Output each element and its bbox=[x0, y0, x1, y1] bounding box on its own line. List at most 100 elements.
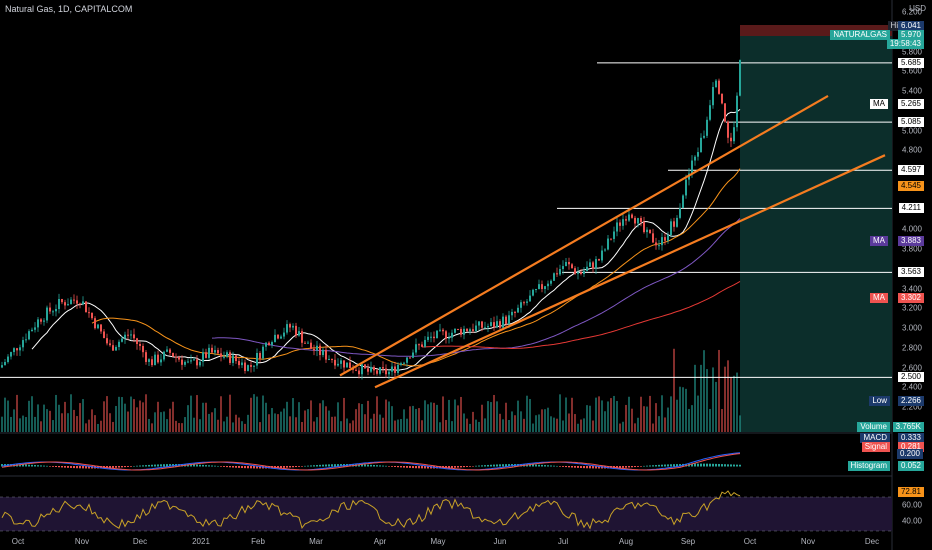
candle-body bbox=[196, 359, 198, 366]
volume-bar bbox=[280, 411, 282, 432]
candle-body bbox=[565, 261, 567, 267]
macd-histogram-bar bbox=[364, 464, 366, 467]
volume-bar bbox=[718, 349, 720, 432]
candle-body bbox=[292, 325, 294, 328]
candle-body bbox=[469, 329, 471, 332]
candle-body bbox=[388, 371, 390, 375]
candle-body bbox=[421, 344, 423, 347]
volume-bar bbox=[694, 364, 696, 432]
macd-histogram-bar bbox=[559, 466, 561, 467]
volume-bar bbox=[238, 417, 240, 432]
macd-histogram-bar bbox=[511, 464, 513, 467]
volume-bar bbox=[460, 396, 462, 432]
candle-body bbox=[358, 370, 360, 375]
volume-bar bbox=[325, 406, 327, 432]
volume-bar bbox=[28, 400, 30, 432]
macd-histogram-bar bbox=[733, 464, 735, 467]
volume-bar bbox=[34, 416, 36, 432]
horizontal-levels bbox=[0, 62, 892, 378]
volume-bar bbox=[112, 421, 114, 432]
volume-bar bbox=[145, 394, 147, 432]
candle-body bbox=[256, 353, 258, 366]
level-tag: 4.211 bbox=[898, 203, 924, 214]
macd-histogram-bar bbox=[340, 464, 342, 467]
volume-bar bbox=[538, 414, 540, 432]
volume-bars bbox=[1, 348, 741, 432]
candle-body bbox=[211, 347, 213, 353]
candle-body bbox=[370, 366, 372, 372]
macd-histogram-bar bbox=[520, 464, 522, 467]
volume-bar bbox=[457, 405, 459, 432]
macd-histogram-bar bbox=[82, 466, 84, 469]
volume-bar bbox=[562, 420, 564, 432]
candle-body bbox=[106, 338, 108, 344]
volume-bar bbox=[55, 394, 57, 432]
candle-body bbox=[232, 355, 234, 363]
candle-body bbox=[241, 362, 243, 366]
candle-body bbox=[61, 298, 63, 303]
volume-bar bbox=[376, 396, 378, 432]
macd-histogram-bar bbox=[430, 466, 432, 469]
macd-histogram-bar bbox=[376, 465, 378, 467]
price-tick: 5.000 bbox=[901, 126, 922, 135]
price-tick: 5.600 bbox=[901, 66, 922, 76]
ma-long-value: 3.302 bbox=[897, 293, 924, 303]
macd-histogram-bar bbox=[676, 464, 678, 467]
volume-bar bbox=[97, 423, 99, 432]
volume-bar bbox=[640, 396, 642, 432]
volume-bar bbox=[577, 423, 579, 432]
macd-histogram-bar bbox=[421, 466, 423, 469]
candle-body bbox=[499, 321, 501, 328]
volume-bar bbox=[442, 396, 444, 432]
candle-body bbox=[55, 308, 57, 312]
candles bbox=[1, 59, 741, 380]
macd-histogram-bar bbox=[166, 464, 168, 467]
candle-body bbox=[538, 284, 540, 289]
macd-histogram-bar bbox=[595, 466, 597, 469]
macd-histogram-bar bbox=[319, 464, 321, 467]
volume-bar bbox=[439, 422, 441, 432]
candle-body bbox=[550, 280, 552, 284]
candle-body bbox=[13, 348, 15, 353]
macd-histogram-bar bbox=[148, 464, 150, 467]
macd-histogram-bar bbox=[370, 464, 372, 467]
candle-body bbox=[736, 95, 738, 128]
volume-bar bbox=[265, 402, 267, 432]
candle-body bbox=[343, 360, 345, 368]
volume-bar bbox=[133, 399, 135, 432]
candle-body bbox=[442, 329, 444, 332]
candle-body bbox=[235, 355, 237, 362]
macd-histogram-bar bbox=[19, 464, 21, 467]
macd-histogram-bar bbox=[619, 466, 621, 468]
macd-histogram-bar bbox=[37, 465, 39, 467]
time-tick: 2021 bbox=[192, 537, 210, 546]
candle-body bbox=[511, 311, 513, 316]
candle-body bbox=[523, 302, 525, 304]
candle-body bbox=[46, 307, 48, 321]
countdown-tag: 19:58:43 bbox=[886, 39, 924, 49]
candle-body bbox=[418, 344, 420, 346]
candle-body bbox=[100, 324, 102, 332]
macd-histogram-bar bbox=[253, 466, 255, 469]
macd-histogram-bar bbox=[226, 466, 228, 468]
macd-histogram-bar bbox=[385, 465, 387, 467]
macd-histogram-bar bbox=[562, 466, 564, 467]
volume-bar bbox=[13, 409, 15, 432]
candle-body bbox=[691, 160, 693, 174]
volume-bar bbox=[124, 403, 126, 432]
volume-bar bbox=[466, 418, 468, 432]
macd-histogram-bar bbox=[487, 464, 489, 467]
volume-bar bbox=[646, 406, 648, 432]
volume-bar bbox=[52, 420, 54, 432]
macd-histogram-bar bbox=[295, 466, 297, 468]
candle-body bbox=[697, 152, 699, 157]
volume-bar bbox=[475, 419, 477, 432]
candle-body bbox=[637, 218, 639, 224]
macd-histogram-bar bbox=[709, 463, 711, 467]
candle-body bbox=[391, 366, 393, 372]
macd-histogram-bar bbox=[667, 464, 669, 467]
volume-bar bbox=[586, 405, 588, 432]
macd-histogram-bar bbox=[505, 464, 507, 467]
volume-bar bbox=[355, 409, 357, 432]
